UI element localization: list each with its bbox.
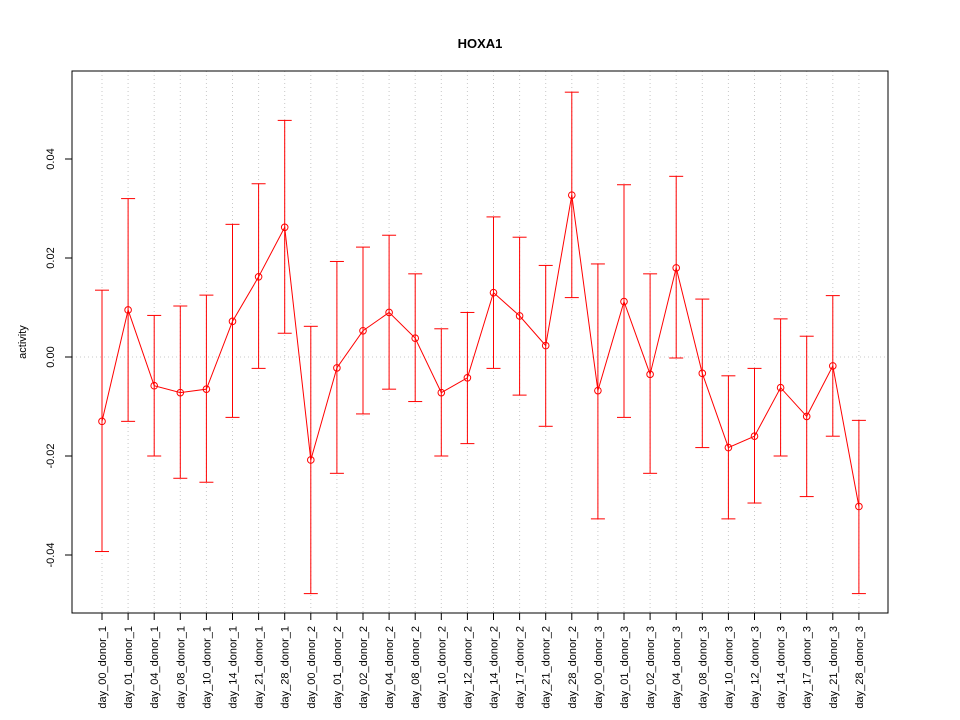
y-tick-label: 0.00 xyxy=(45,346,57,367)
chart-title: HOXA1 xyxy=(458,36,503,51)
x-axis: day_00_donor_1 day_01_donor_1 day_04_donor… xyxy=(97,612,866,709)
y-axis: -0.04 -0.02 0.00 0.02 0.04 xyxy=(45,148,73,568)
y-tick-label: -0.02 xyxy=(45,443,57,468)
data-point xyxy=(307,456,315,464)
data-point xyxy=(724,443,733,452)
x-tick-label: day_00_donor_3 xyxy=(593,626,605,709)
data-point xyxy=(385,308,393,317)
data-point xyxy=(489,288,498,297)
x-tick-label: day_12_donor_3 xyxy=(750,626,762,709)
data-point xyxy=(359,326,367,335)
data-point xyxy=(411,334,420,342)
x-tick-label: day_01_donor_1 xyxy=(123,626,135,709)
y-tick-label: -0.04 xyxy=(45,542,57,567)
series-group xyxy=(95,91,866,595)
plot-frame xyxy=(71,70,889,614)
x-tick-label: day_14_donor_3 xyxy=(776,626,788,709)
x-tick-label: day_08_donor_2 xyxy=(410,626,422,709)
x-tick-label: day_14_donor_1 xyxy=(228,626,240,709)
series-line xyxy=(101,195,860,507)
x-tick-label: day_28_donor_2 xyxy=(567,626,579,709)
x-tick-label: day_21_donor_2 xyxy=(541,626,553,709)
x-tick-label: day_17_donor_2 xyxy=(515,626,527,709)
data-point xyxy=(437,388,446,397)
data-point xyxy=(568,191,576,199)
x-tick-label: day_01_donor_3 xyxy=(619,626,631,709)
x-tick-label: day_04_donor_3 xyxy=(671,626,683,709)
x-tick-label: day_02_donor_2 xyxy=(358,626,370,709)
data-point xyxy=(228,317,237,326)
x-tick-label: day_10_donor_3 xyxy=(723,626,735,709)
x-tick-label: day_21_donor_3 xyxy=(828,626,840,709)
data-point xyxy=(254,273,263,281)
data-point xyxy=(124,306,132,314)
data-point xyxy=(515,312,524,320)
data-point xyxy=(333,364,341,372)
x-tick-label: day_00_donor_1 xyxy=(97,626,109,709)
data-point xyxy=(176,388,185,397)
data-point xyxy=(280,223,289,232)
y-tick-label: 0.02 xyxy=(45,247,57,268)
x-tick-label: day_00_donor_2 xyxy=(306,626,318,709)
x-tick-label: day_10_donor_1 xyxy=(201,626,213,709)
x-tick-label: day_14_donor_2 xyxy=(489,626,501,709)
data-point xyxy=(855,502,863,511)
data-point xyxy=(98,417,106,426)
data-point xyxy=(463,373,472,382)
data-point xyxy=(672,264,681,272)
x-tick-label: day_08_donor_3 xyxy=(697,626,709,709)
x-tick-label: day_28_donor_1 xyxy=(280,626,292,709)
data-point xyxy=(802,412,811,421)
x-tick-label: day_04_donor_2 xyxy=(384,626,396,709)
x-tick-label: day_21_donor_1 xyxy=(254,626,266,709)
data-point xyxy=(620,297,628,306)
x-tick-label: day_17_donor_3 xyxy=(802,626,814,709)
x-tick-label: day_04_donor_1 xyxy=(149,626,161,709)
data-point xyxy=(646,370,654,379)
data-point xyxy=(150,381,158,390)
data-point xyxy=(541,341,550,350)
data-point xyxy=(594,386,602,395)
x-tick-label: day_10_donor_2 xyxy=(436,626,448,709)
grid xyxy=(72,71,888,613)
x-tick-label: day_08_donor_1 xyxy=(175,626,187,709)
data-point xyxy=(750,432,759,441)
y-tick-label: 0.04 xyxy=(45,148,57,169)
data-point xyxy=(698,369,707,378)
data-point xyxy=(202,385,211,393)
x-tick-label: day_12_donor_2 xyxy=(462,626,474,709)
data-point xyxy=(829,362,837,370)
data-point xyxy=(776,383,785,392)
x-tick-label: day_02_donor_3 xyxy=(645,626,657,709)
x-tick-label: day_28_donor_3 xyxy=(854,626,866,709)
x-tick-label: day_01_donor_2 xyxy=(332,626,344,709)
y-axis-label: activity xyxy=(17,325,29,359)
